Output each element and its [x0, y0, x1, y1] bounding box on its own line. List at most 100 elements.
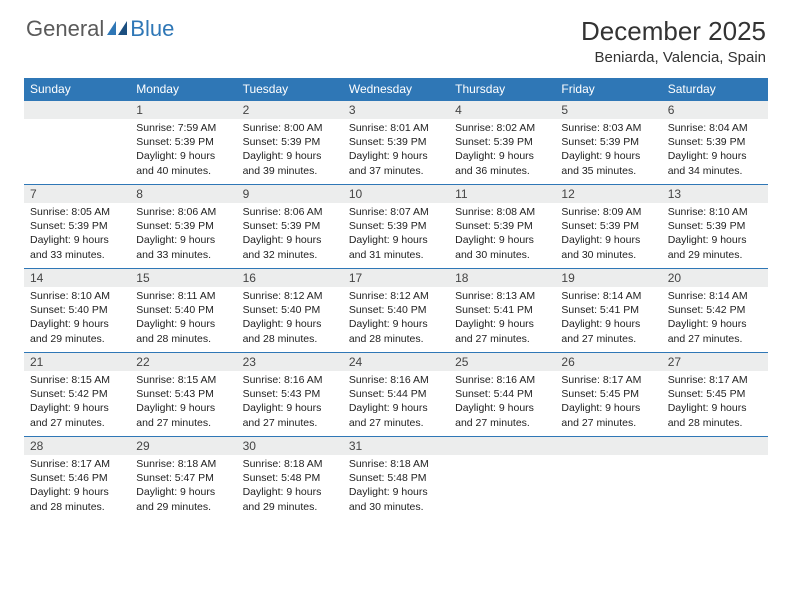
- daynum-row: 17: [343, 268, 449, 287]
- daylight-line2: and 40 minutes.: [136, 164, 230, 178]
- daylight-line2: and 33 minutes.: [136, 248, 230, 262]
- calendar-cell: 12Sunrise: 8:09 AMSunset: 5:39 PMDayligh…: [555, 184, 661, 268]
- daynum-row: 23: [237, 352, 343, 371]
- sunrise-text: Sunrise: 8:11 AM: [136, 289, 230, 303]
- daylight-line2: and 28 minutes.: [30, 500, 124, 514]
- sunrise-text: Sunrise: 8:06 AM: [243, 205, 337, 219]
- daylight-line2: and 27 minutes.: [455, 416, 549, 430]
- cell-wrap: 6Sunrise: 8:04 AMSunset: 5:39 PMDaylight…: [662, 100, 768, 184]
- calendar-cell: 23Sunrise: 8:16 AMSunset: 5:43 PMDayligh…: [237, 352, 343, 436]
- cell-wrap: 4Sunrise: 8:02 AMSunset: 5:39 PMDaylight…: [449, 100, 555, 184]
- daylight-line1: Daylight: 9 hours: [349, 317, 443, 331]
- daylight-line1: Daylight: 9 hours: [136, 485, 230, 499]
- location: Beniarda, Valencia, Spain: [581, 49, 766, 66]
- day-header: Saturday: [662, 78, 768, 100]
- cell-wrap: 17Sunrise: 8:12 AMSunset: 5:40 PMDayligh…: [343, 268, 449, 352]
- calendar-cell: 15Sunrise: 8:11 AMSunset: 5:40 PMDayligh…: [130, 268, 236, 352]
- daynum-row: 1: [130, 100, 236, 119]
- daylight-line2: and 39 minutes.: [243, 164, 337, 178]
- sunrise-text: Sunrise: 8:15 AM: [136, 373, 230, 387]
- daylight-line1: Daylight: 9 hours: [243, 233, 337, 247]
- day-content: Sunrise: 8:06 AMSunset: 5:39 PMDaylight:…: [237, 203, 343, 268]
- daynum-row: 28: [24, 436, 130, 455]
- sunrise-text: Sunrise: 8:03 AM: [561, 121, 655, 135]
- sunrise-text: Sunrise: 8:08 AM: [455, 205, 549, 219]
- sunset-text: Sunset: 5:39 PM: [243, 135, 337, 149]
- daylight-line2: and 28 minutes.: [668, 416, 762, 430]
- calendar-cell: 8Sunrise: 8:06 AMSunset: 5:39 PMDaylight…: [130, 184, 236, 268]
- sunrise-text: Sunrise: 8:18 AM: [349, 457, 443, 471]
- daylight-line1: Daylight: 9 hours: [668, 401, 762, 415]
- day-content: Sunrise: 8:14 AMSunset: 5:42 PMDaylight:…: [662, 287, 768, 352]
- daylight-line1: Daylight: 9 hours: [30, 401, 124, 415]
- daynum-row: 12: [555, 184, 661, 203]
- daylight-line1: Daylight: 9 hours: [349, 401, 443, 415]
- day-number: 28: [24, 437, 130, 455]
- day-content: Sunrise: 8:17 AMSunset: 5:45 PMDaylight:…: [555, 371, 661, 436]
- logo-text-general: General: [26, 16, 104, 42]
- daynum-row: 20: [662, 268, 768, 287]
- day-content: Sunrise: 8:18 AMSunset: 5:48 PMDaylight:…: [343, 455, 449, 520]
- sunset-text: Sunset: 5:39 PM: [30, 219, 124, 233]
- cell-wrap: 11Sunrise: 8:08 AMSunset: 5:39 PMDayligh…: [449, 184, 555, 268]
- daylight-line1: Daylight: 9 hours: [668, 317, 762, 331]
- cell-wrap: 22Sunrise: 8:15 AMSunset: 5:43 PMDayligh…: [130, 352, 236, 436]
- calendar-cell: 30Sunrise: 8:18 AMSunset: 5:48 PMDayligh…: [237, 436, 343, 520]
- calendar-cell: 2Sunrise: 8:00 AMSunset: 5:39 PMDaylight…: [237, 100, 343, 184]
- daynum-row: 24: [343, 352, 449, 371]
- sunset-text: Sunset: 5:39 PM: [455, 135, 549, 149]
- sunset-text: Sunset: 5:45 PM: [668, 387, 762, 401]
- day-number: 20: [662, 269, 768, 287]
- day-number: 7: [24, 185, 130, 203]
- day-header-row: SundayMondayTuesdayWednesdayThursdayFrid…: [24, 78, 768, 100]
- sunrise-text: Sunrise: 8:02 AM: [455, 121, 549, 135]
- sunset-text: Sunset: 5:48 PM: [349, 471, 443, 485]
- daynum-row: 25: [449, 352, 555, 371]
- calendar-body: 1Sunrise: 7:59 AMSunset: 5:39 PMDaylight…: [24, 100, 768, 520]
- day-content: Sunrise: 8:16 AMSunset: 5:44 PMDaylight:…: [343, 371, 449, 436]
- sunset-text: Sunset: 5:41 PM: [561, 303, 655, 317]
- daynum-row: 6: [662, 100, 768, 119]
- sunset-text: Sunset: 5:39 PM: [243, 219, 337, 233]
- day-number: 4: [449, 101, 555, 119]
- cell-wrap: 25Sunrise: 8:16 AMSunset: 5:44 PMDayligh…: [449, 352, 555, 436]
- day-number-empty: [449, 437, 555, 455]
- sunrise-text: Sunrise: 8:15 AM: [30, 373, 124, 387]
- daylight-line1: Daylight: 9 hours: [455, 317, 549, 331]
- day-number: 23: [237, 353, 343, 371]
- sunset-text: Sunset: 5:40 PM: [136, 303, 230, 317]
- sunset-text: Sunset: 5:40 PM: [243, 303, 337, 317]
- day-number: 10: [343, 185, 449, 203]
- day-number: 27: [662, 353, 768, 371]
- day-number: 1: [130, 101, 236, 119]
- title-block: December 2025 Beniarda, Valencia, Spain: [581, 16, 766, 66]
- sunset-text: Sunset: 5:44 PM: [349, 387, 443, 401]
- daylight-line2: and 27 minutes.: [455, 332, 549, 346]
- day-content: Sunrise: 8:08 AMSunset: 5:39 PMDaylight:…: [449, 203, 555, 268]
- daylight-line2: and 27 minutes.: [668, 332, 762, 346]
- daylight-line1: Daylight: 9 hours: [349, 149, 443, 163]
- daylight-line1: Daylight: 9 hours: [136, 233, 230, 247]
- day-content: Sunrise: 8:01 AMSunset: 5:39 PMDaylight:…: [343, 119, 449, 184]
- day-number: 13: [662, 185, 768, 203]
- daynum-row: 29: [130, 436, 236, 455]
- day-header: Sunday: [24, 78, 130, 100]
- calendar-cell: 3Sunrise: 8:01 AMSunset: 5:39 PMDaylight…: [343, 100, 449, 184]
- sunrise-text: Sunrise: 8:14 AM: [668, 289, 762, 303]
- day-content: Sunrise: 8:13 AMSunset: 5:41 PMDaylight:…: [449, 287, 555, 352]
- day-number: 5: [555, 101, 661, 119]
- sunrise-text: Sunrise: 8:10 AM: [668, 205, 762, 219]
- cell-wrap: 19Sunrise: 8:14 AMSunset: 5:41 PMDayligh…: [555, 268, 661, 352]
- sunset-text: Sunset: 5:39 PM: [136, 219, 230, 233]
- calendar-head: SundayMondayTuesdayWednesdayThursdayFrid…: [24, 78, 768, 100]
- daynum-row: 9: [237, 184, 343, 203]
- daylight-line2: and 33 minutes.: [30, 248, 124, 262]
- calendar-cell: 16Sunrise: 8:12 AMSunset: 5:40 PMDayligh…: [237, 268, 343, 352]
- day-number: 17: [343, 269, 449, 287]
- cell-wrap: 7Sunrise: 8:05 AMSunset: 5:39 PMDaylight…: [24, 184, 130, 268]
- calendar-cell: 5Sunrise: 8:03 AMSunset: 5:39 PMDaylight…: [555, 100, 661, 184]
- daylight-line2: and 30 minutes.: [455, 248, 549, 262]
- cell-wrap: 14Sunrise: 8:10 AMSunset: 5:40 PMDayligh…: [24, 268, 130, 352]
- sunset-text: Sunset: 5:39 PM: [668, 135, 762, 149]
- daylight-line1: Daylight: 9 hours: [243, 485, 337, 499]
